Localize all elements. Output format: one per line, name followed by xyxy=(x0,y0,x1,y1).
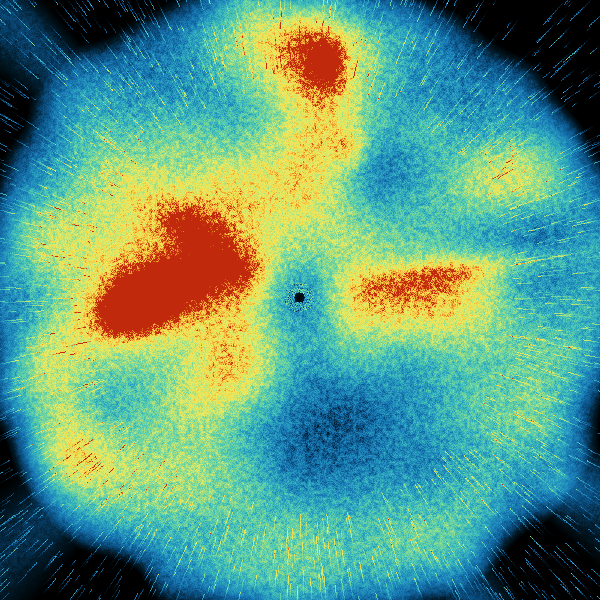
sky-map-figure: Radio continuum all-sky field map jet-li… xyxy=(0,0,600,600)
radio-intensity-heatmap xyxy=(0,0,600,600)
